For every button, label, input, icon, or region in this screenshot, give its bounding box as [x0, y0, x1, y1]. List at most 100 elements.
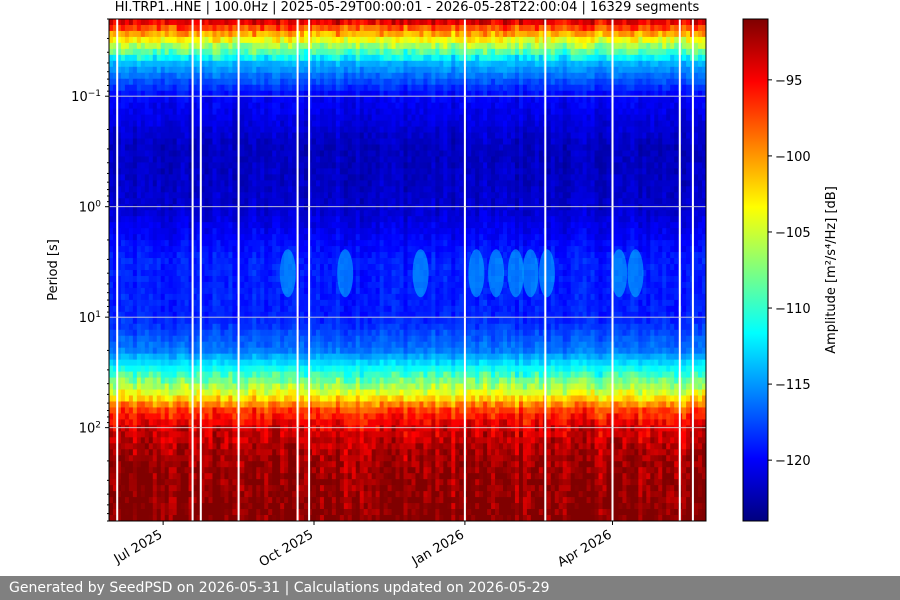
heatmap-cell [642, 36, 647, 44]
heatmap-cell [327, 108, 333, 116]
heatmap-cell [534, 24, 540, 32]
heatmap-cell [550, 84, 556, 92]
heatmap-cell [256, 36, 261, 44]
heatmap-cell [120, 72, 126, 80]
heatmap-cell [140, 150, 146, 158]
heatmap-cell [160, 168, 166, 175]
heatmap-cell [427, 102, 432, 110]
heatmap-cell [499, 198, 504, 205]
heatmap-cell [212, 192, 218, 199]
heatmap-cell [590, 162, 596, 170]
heatmap-cell [132, 72, 138, 80]
heatmap-cell [208, 150, 214, 158]
heatmap-cell [240, 204, 245, 211]
heatmap-cell [562, 144, 568, 152]
heatmap-cell [144, 156, 150, 164]
heatmap-cell [447, 90, 452, 98]
heatmap-cell [403, 180, 409, 187]
heatmap-cell [204, 48, 210, 56]
heatmap-cell [204, 204, 210, 211]
heatmap-cell [327, 174, 333, 181]
heatmap-cell [487, 168, 492, 175]
heatmap-cell [554, 132, 560, 140]
heatmap-cell [109, 24, 114, 32]
heatmap-cell [172, 126, 178, 134]
heatmap-cell [387, 66, 393, 74]
heatmap-cell [650, 60, 655, 68]
heatmap-cell [654, 96, 659, 104]
heatmap-cell [423, 19, 428, 26]
heatmap-cell [351, 150, 357, 158]
heatmap-cell [622, 48, 627, 56]
heatmap-cell [682, 114, 687, 122]
heatmap-cell [618, 102, 624, 110]
heatmap-cell [526, 108, 532, 116]
heatmap-cell [164, 120, 170, 128]
heatmap-cell [534, 198, 540, 205]
heatmap-cell [534, 204, 540, 211]
heatmap-cell [284, 126, 289, 134]
heatmap-cell [578, 174, 584, 181]
heatmap-cell [650, 19, 655, 26]
heatmap-cell [256, 60, 261, 68]
heatmap-cell [379, 174, 385, 181]
heatmap-cell [160, 54, 166, 62]
heatmap-cell [694, 66, 699, 74]
heatmap-cell [451, 78, 456, 86]
heatmap-cell [602, 108, 608, 116]
heatmap-cell [184, 60, 190, 68]
heatmap-cell [200, 54, 206, 62]
heatmap-cell [343, 132, 349, 140]
heatmap-cell [128, 198, 134, 205]
heatmap-cell [387, 114, 393, 122]
heatmap-cell [272, 210, 277, 217]
heatmap-cell [403, 54, 409, 62]
heatmap-cell [578, 19, 584, 26]
heatmap-cell [112, 60, 118, 68]
heatmap-cell [455, 72, 460, 80]
heatmap-cell [550, 126, 556, 134]
heatmap-cell [427, 48, 432, 56]
heatmap-cell [554, 210, 560, 217]
heatmap-cell [224, 180, 229, 187]
heatmap-cell [642, 78, 647, 86]
heatmap-cell [682, 54, 687, 62]
heatmap-cell [347, 186, 353, 193]
heatmap-cell [578, 132, 584, 140]
heatmap-cell [216, 156, 222, 164]
heatmap-cell [590, 78, 596, 86]
heatmap-cell [200, 102, 206, 110]
heatmap-cell [526, 186, 532, 193]
heatmap-cell [375, 150, 381, 158]
heatmap-cell [304, 198, 309, 205]
heatmap-cell [252, 66, 257, 74]
heatmap-cell [140, 36, 146, 44]
heatmap-cell [694, 19, 699, 26]
heatmap-cell [654, 132, 659, 140]
heatmap-cell [443, 174, 448, 181]
heatmap-cell [411, 120, 417, 128]
heatmap-cell [351, 84, 357, 92]
heatmap-cell [538, 156, 544, 164]
heatmap-cell [288, 90, 293, 98]
heatmap-cell [128, 84, 134, 92]
heatmap-cell [526, 90, 532, 98]
heatmap-cell [550, 54, 556, 62]
heatmap-cell [371, 108, 377, 116]
heatmap-cell [510, 210, 516, 217]
heatmap-cell [395, 180, 401, 187]
heatmap-cell [662, 36, 667, 44]
heatmap-cell [116, 138, 122, 146]
heatmap-cell [192, 216, 198, 223]
heatmap-cell [204, 72, 210, 80]
heatmap-cell [216, 60, 222, 68]
heatmap-cell [375, 36, 381, 44]
heatmap-cell [204, 198, 210, 205]
heatmap-cell [538, 120, 544, 128]
heatmap-cell [363, 90, 369, 98]
heatmap-cell [395, 186, 401, 193]
heatmap-cell [208, 90, 214, 98]
heatmap-cell [116, 162, 122, 170]
heatmap-cell [495, 186, 500, 193]
heatmap-cell [240, 156, 245, 164]
